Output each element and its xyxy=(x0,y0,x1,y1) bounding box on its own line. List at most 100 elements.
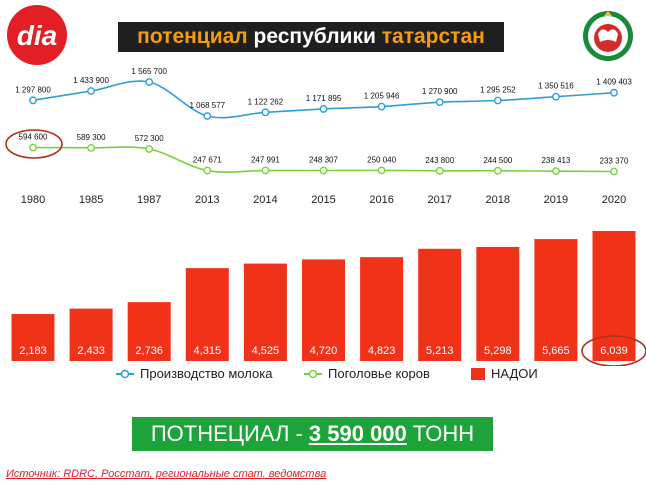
legend-line-icon xyxy=(304,369,322,378)
yield-bar xyxy=(418,248,462,361)
yield-bar xyxy=(69,308,113,361)
cows-point xyxy=(87,143,96,152)
cows-data-label: 243 800 xyxy=(425,156,454,165)
x-tick-label: 2014 xyxy=(253,194,277,206)
cows-point xyxy=(377,166,386,175)
potential-banner: ПОТНЕЦИАЛ - 3 590 000 ТОНН xyxy=(132,417,493,451)
cows-data-label: 244 500 xyxy=(483,156,512,165)
yield-bar xyxy=(127,302,171,361)
dia-logo: dia xyxy=(6,4,68,66)
milk-point xyxy=(87,87,96,95)
legend-label: Производство молока xyxy=(140,366,273,381)
milk-data-label: 1 297 800 xyxy=(15,85,51,94)
milk-point xyxy=(610,88,618,97)
milk-point xyxy=(493,96,502,105)
x-tick-label: 2018 xyxy=(486,194,510,206)
legend-label: Поголовье коров xyxy=(328,366,430,381)
milk-data-label: 1 205 946 xyxy=(364,92,400,101)
x-tick-label: 2019 xyxy=(544,194,568,206)
milk-data-label: 1 565 700 xyxy=(131,67,167,76)
yield-bar xyxy=(185,268,229,361)
yield-data-label: 4,315 xyxy=(194,345,222,357)
cows-data-label: 247 991 xyxy=(251,156,280,165)
milk-point xyxy=(145,78,154,86)
x-tick-label: 2020 xyxy=(602,194,626,206)
legend-label: НАДОИ xyxy=(491,366,538,381)
yield-bar xyxy=(11,314,55,361)
cows-point xyxy=(493,166,502,175)
x-tick-label: 2016 xyxy=(369,194,393,206)
title-word-1: потенциал xyxy=(137,25,248,48)
title-word-3: татарстан xyxy=(381,25,485,48)
cows-data-label: 247 671 xyxy=(193,156,222,165)
milk-data-label: 1 171 895 xyxy=(306,94,342,103)
milk-data-label: 1 350 516 xyxy=(538,82,574,91)
milk-data-label: 1 270 900 xyxy=(422,87,458,96)
milk-point xyxy=(203,112,212,120)
yield-data-label: 2,183 xyxy=(19,345,47,357)
cows-point xyxy=(261,166,270,175)
legend-bar-icon xyxy=(471,367,485,380)
yield-bar xyxy=(302,259,345,361)
yield-bar xyxy=(592,231,636,361)
cows-point xyxy=(203,166,212,175)
milk-data-label: 1 433 900 xyxy=(73,76,109,85)
milk-data-label: 1 068 577 xyxy=(190,101,226,110)
cows-data-label: 589 300 xyxy=(77,133,106,142)
milk-point xyxy=(377,102,386,111)
cows-point xyxy=(319,166,328,175)
x-tick-label: 2013 xyxy=(195,194,219,206)
yield-data-label: 5,665 xyxy=(542,345,570,357)
yield-data-label: 5,213 xyxy=(426,345,454,357)
tatarstan-emblem xyxy=(582,8,634,64)
cows-point xyxy=(29,143,37,152)
x-tick-label: 1987 xyxy=(137,194,161,206)
x-tick-label: 2015 xyxy=(311,194,335,206)
cows-data-label: 238 413 xyxy=(541,156,570,165)
yield-data-label: 2,736 xyxy=(135,345,163,357)
yield-bar xyxy=(534,239,578,361)
milk-data-label: 1 409 403 xyxy=(596,78,632,87)
x-tick-label: 1980 xyxy=(21,194,45,206)
page-title: потенциал республики татарстан xyxy=(118,22,504,52)
yield-data-label: 2,433 xyxy=(77,345,105,357)
cows-data-label: 572 300 xyxy=(135,134,164,143)
milk-data-label: 1 295 252 xyxy=(480,85,516,94)
milk-point xyxy=(261,108,270,117)
banner-value: 3 590 000 xyxy=(308,421,407,446)
milk-data-label: 1 122 262 xyxy=(248,97,284,106)
logo-text: dia xyxy=(17,20,57,51)
legend-item-cows: Поголовье коров xyxy=(304,366,430,381)
yield-bar xyxy=(360,257,404,361)
yield-data-label: 4,720 xyxy=(310,345,338,357)
x-tick-label: 1985 xyxy=(79,194,103,206)
highlight-circle-yield xyxy=(581,335,646,366)
logo-circle xyxy=(7,5,67,65)
cows-point xyxy=(435,166,444,175)
chart-area: 1 297 800 1 433 900 1 565 700 1 068 577 1 12… xyxy=(5,67,646,366)
cows-data-label: 594 600 xyxy=(19,133,48,142)
cows-point xyxy=(145,145,154,153)
milk-point xyxy=(29,96,37,105)
cows-point xyxy=(552,167,560,176)
cows-point xyxy=(610,167,618,176)
cows-data-label: 248 307 xyxy=(309,156,338,165)
title-word-2: республики xyxy=(253,25,376,48)
legend-item-yield: НАДОИ xyxy=(471,366,538,381)
yield-bar xyxy=(243,263,287,361)
yield-data-label: 4,525 xyxy=(252,345,280,357)
banner-prefix: ПОТНЕЦИАЛ - xyxy=(150,421,303,446)
milk-point xyxy=(319,105,328,113)
legend-item-milk: Производство молока xyxy=(116,366,272,381)
cows-data-label: 233 370 xyxy=(600,157,629,166)
yield-data-label: 4,823 xyxy=(368,345,396,357)
yield-bar xyxy=(476,246,520,361)
yield-data-label: 6,039 xyxy=(600,345,628,357)
banner-suffix: ТОНН xyxy=(412,421,475,446)
source-note: Источник: RDRC, Росстат, региональные ст… xyxy=(6,468,327,480)
x-tick-label: 2017 xyxy=(427,194,451,206)
milk-point xyxy=(552,92,560,101)
chart-legend: Производство молока Поголовье коров НАДО… xyxy=(0,366,646,386)
milk-point xyxy=(435,98,444,107)
highlight-circle-cows xyxy=(5,129,63,159)
